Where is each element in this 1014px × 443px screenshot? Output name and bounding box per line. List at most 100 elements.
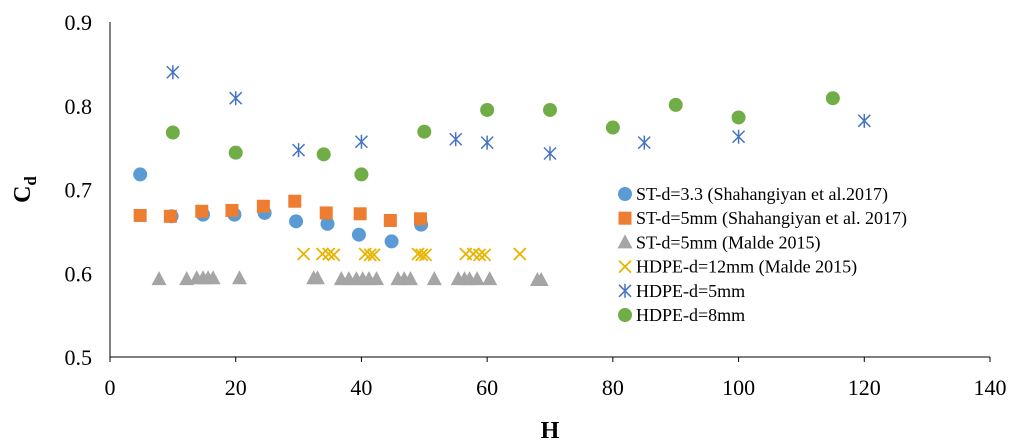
data-point-shape — [426, 271, 442, 286]
data-point — [414, 212, 428, 226]
data-point-shape — [469, 271, 485, 286]
data-point — [228, 145, 243, 160]
legend-marker — [618, 308, 632, 322]
legend-item: HDPE-d=8mm — [618, 305, 745, 325]
data-point — [327, 248, 341, 262]
data-point-shape — [383, 213, 397, 227]
data-point — [417, 124, 432, 139]
legend-label: ST-d=5mm (Malde 2015) — [636, 232, 820, 253]
data-point-shape — [165, 125, 180, 140]
data-point-shape — [369, 271, 385, 286]
data-point-shape — [228, 145, 243, 160]
tick-labels: 0 20 40 60 80 100 120 140 0.5 0.6 0.7 0.8 0.9 — [65, 10, 1007, 400]
data-point — [480, 102, 495, 117]
data-point-stroke — [315, 247, 330, 261]
data-point — [151, 271, 167, 286]
data-point-shape — [179, 271, 195, 286]
data-point — [292, 143, 306, 158]
data-point-stroke — [327, 248, 341, 262]
data-point — [513, 247, 527, 261]
legend-label: HDPE-d=8mm — [636, 305, 745, 325]
data-point-shape — [353, 207, 367, 221]
data-point — [205, 270, 221, 285]
data-point — [477, 248, 492, 262]
data-point-shape — [414, 212, 428, 226]
x-tick-label: 100 — [722, 375, 755, 400]
series-2 — [133, 194, 428, 227]
data-point — [402, 271, 418, 286]
legend-marker — [617, 234, 633, 249]
data-point-shape — [731, 110, 746, 125]
data-point — [353, 207, 367, 221]
data-point-shape — [288, 194, 302, 208]
data-point — [133, 167, 148, 182]
y-axis-title: Cd — [10, 176, 40, 203]
y-tick-label: 0.6 — [65, 261, 93, 286]
data-point — [225, 203, 239, 217]
legend-marker-shape — [618, 187, 632, 201]
data-point-stroke — [367, 248, 381, 262]
data-point-shape — [605, 120, 620, 135]
data-point — [289, 214, 304, 229]
data-point — [369, 271, 385, 286]
y-tick-label: 0.7 — [65, 178, 93, 203]
data-point-shape — [482, 271, 498, 286]
data-point — [857, 113, 871, 128]
data-point — [637, 135, 651, 150]
data-point-shape — [384, 234, 399, 249]
data-point — [482, 271, 498, 286]
data-point — [179, 271, 195, 286]
data-point — [415, 248, 429, 262]
data-point-shape — [163, 209, 177, 223]
data-point — [472, 248, 487, 262]
data-point — [731, 110, 746, 125]
data-point — [322, 247, 336, 261]
data-point-shape — [319, 206, 333, 220]
y-axis-title-main: C — [10, 186, 36, 203]
data-point-stroke — [296, 247, 311, 261]
data-point-shape — [309, 270, 325, 285]
data-point — [288, 194, 302, 208]
data-point — [732, 129, 746, 144]
legend-marker-shape — [618, 211, 632, 225]
data-point — [480, 135, 494, 150]
legend-marker-shape — [617, 234, 633, 249]
data-point — [315, 247, 330, 261]
data-point-shape — [205, 270, 221, 285]
legend-item: ST-d=5mm (Shahangiyan et al. 2017) — [618, 208, 907, 229]
data-point-shape — [225, 203, 239, 217]
data-point — [543, 102, 557, 117]
legend-marker — [618, 283, 632, 298]
legend: ST-d=3.3 (Shahangiyan et al.2017) ST-d=5m… — [617, 184, 907, 325]
data-point-shape — [195, 204, 209, 218]
data-point-shape — [231, 270, 247, 285]
data-point — [367, 248, 381, 262]
data-point-shape — [480, 102, 495, 117]
x-tick-label: 60 — [476, 375, 498, 400]
data-point — [533, 271, 549, 286]
x-tick-label: 140 — [974, 375, 1007, 400]
data-point-stroke — [472, 248, 487, 262]
axes — [109, 22, 990, 358]
y-tick-label: 0.8 — [65, 94, 93, 119]
series-6 — [165, 91, 840, 182]
data-point — [231, 270, 247, 285]
series-3 — [151, 270, 549, 286]
series-4 — [296, 247, 527, 262]
data-point — [384, 234, 399, 249]
data-point-shape — [320, 216, 335, 231]
legend-label: ST-d=3.3 (Shahangiyan et al.2017) — [636, 184, 888, 205]
x-tick-label: 120 — [848, 375, 881, 400]
data-point-shape — [133, 167, 148, 182]
data-point-shape — [151, 271, 167, 286]
data-point-shape — [543, 102, 557, 117]
legend-marker-shape — [618, 308, 632, 322]
data-point — [229, 91, 243, 106]
data-point — [668, 97, 683, 112]
data-point — [133, 208, 147, 222]
data-point-shape — [351, 227, 366, 242]
data-point-shape — [354, 167, 369, 182]
data-point — [319, 206, 333, 220]
series-1 — [133, 167, 429, 249]
data-point-shape — [533, 271, 549, 286]
